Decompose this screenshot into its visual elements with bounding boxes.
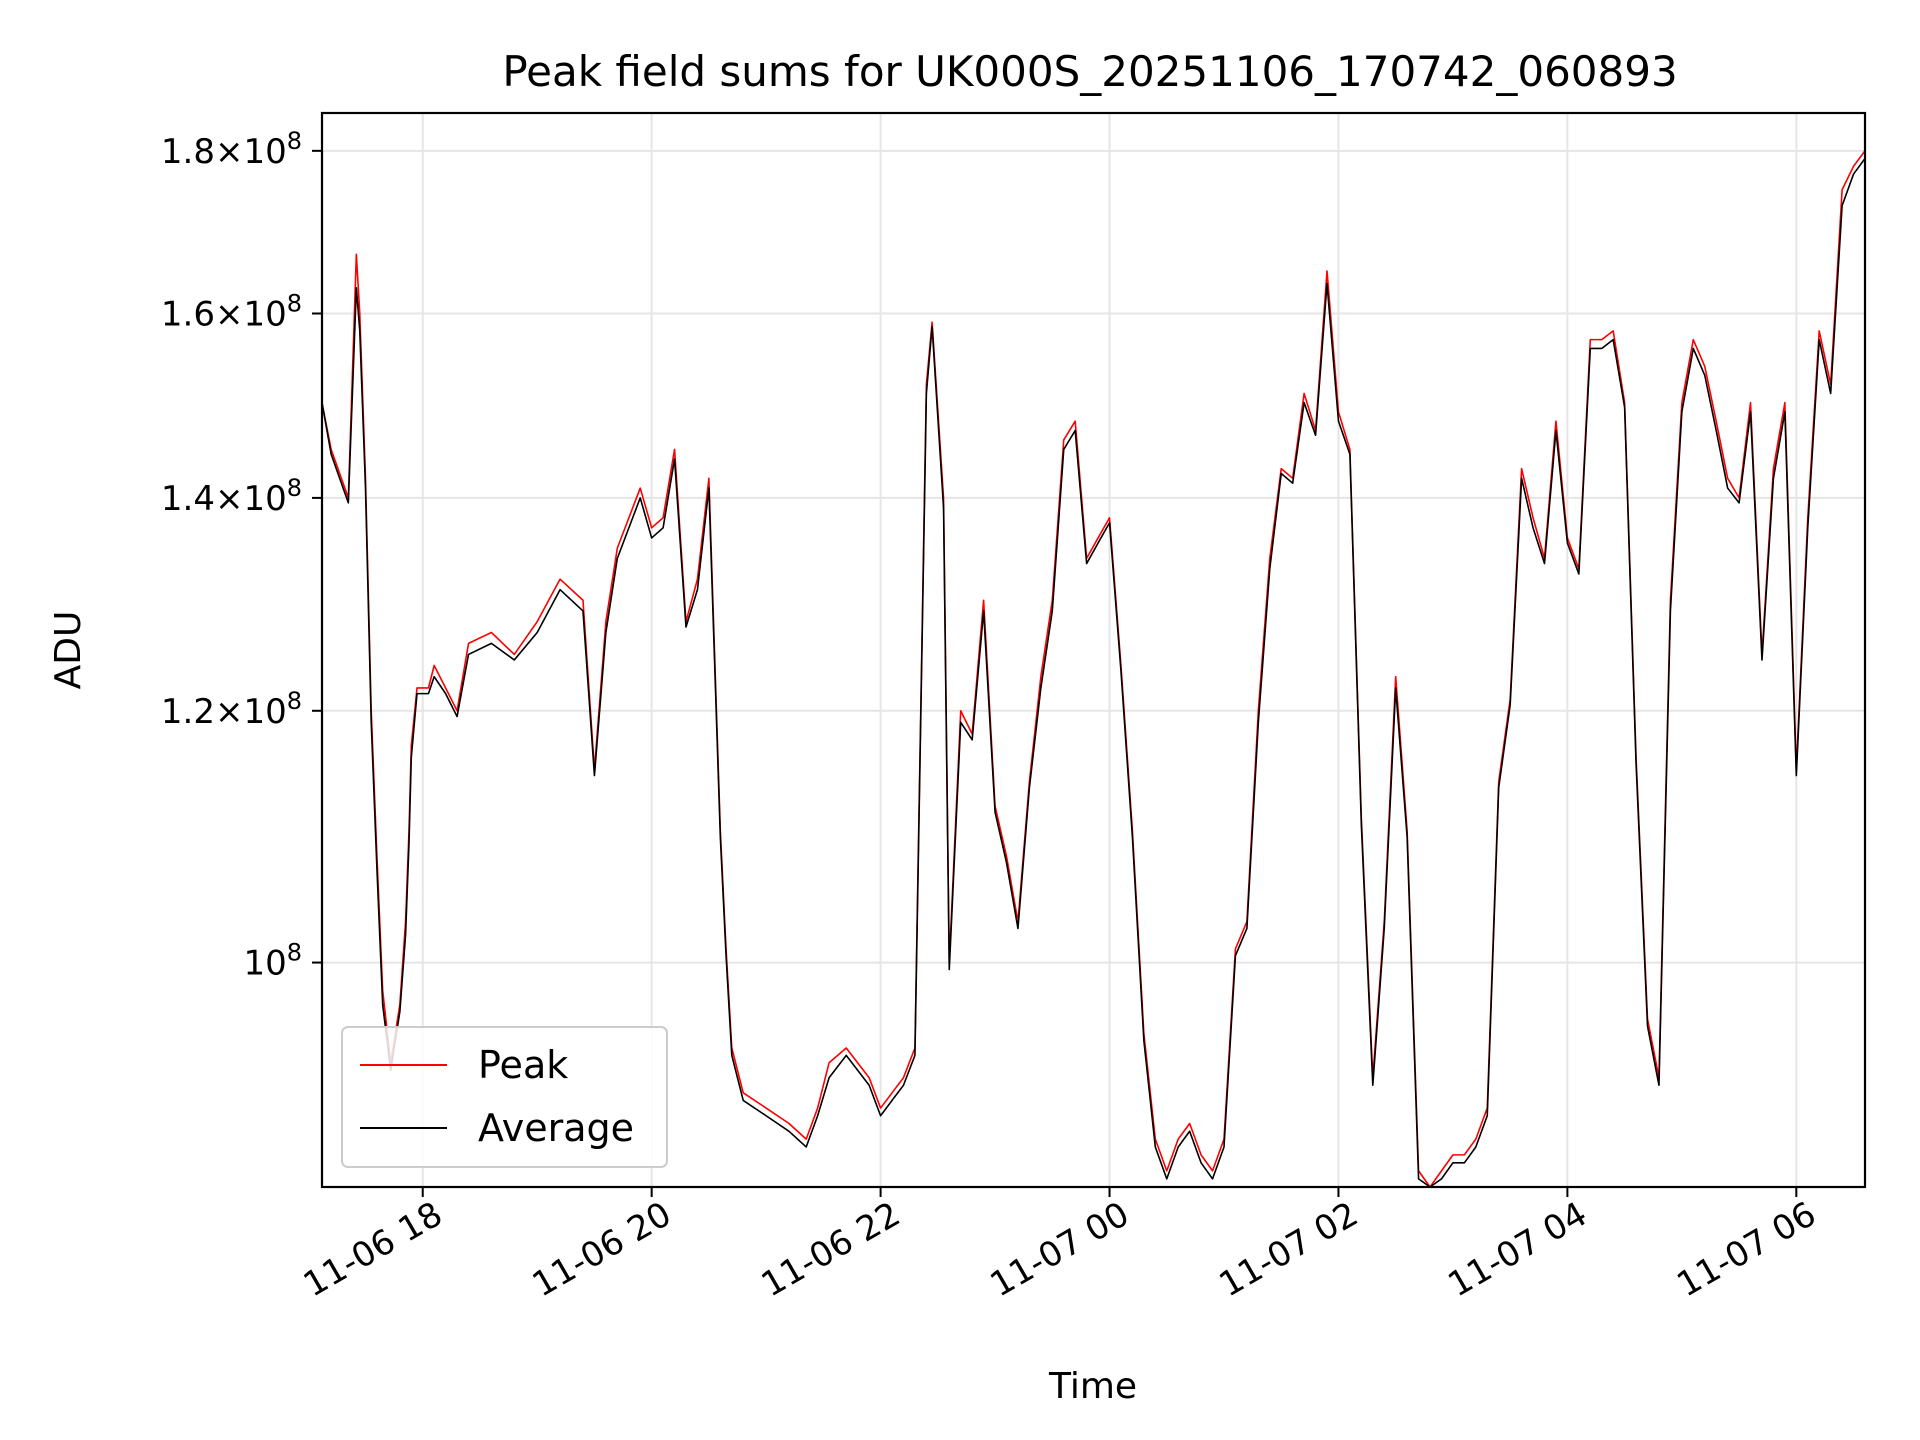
y-tick-base: 10 (243, 692, 286, 732)
y-tick-base: 10 (243, 294, 286, 334)
chart-title: Peak field sums for UK000S_20251106_1707… (502, 47, 1677, 96)
y-tick-times: × (215, 294, 244, 334)
y-tick-exponent: 8 (287, 939, 302, 967)
y-tick-mantissa: 1.4 (161, 479, 215, 519)
y-tick-mantissa: 1.2 (161, 692, 215, 732)
y-tick-times: × (215, 132, 244, 172)
x-axis-label: Time (1048, 1366, 1137, 1407)
y-tick-label: 1.2×108 (161, 687, 302, 732)
y-tick-exponent: 8 (287, 474, 302, 502)
y-tick-mantissa: 1.6 (161, 294, 215, 334)
legend-label-peak: Peak (478, 1043, 568, 1087)
series-line-average (321, 158, 1866, 1188)
legend-label-average: Average (478, 1106, 634, 1150)
gridlines (322, 113, 1865, 1187)
y-tick-label: 108 (243, 939, 302, 984)
series-layer (321, 150, 1866, 1188)
y-tick-label: 1.4×108 (161, 474, 302, 519)
y-tick-mantissa: 1.8 (161, 132, 215, 172)
plot-frame (320, 111, 1867, 1189)
series-line-peak (321, 150, 1866, 1188)
y-tick-exponent: 8 (287, 127, 302, 155)
y-tick-times: × (215, 479, 244, 519)
y-tick-label: 1.6×108 (161, 289, 302, 334)
legend: Peak Average (341, 1026, 668, 1168)
y-tick-exponent: 8 (287, 687, 302, 715)
y-tick-times: × (215, 692, 244, 732)
y-tick-base: 10 (243, 132, 286, 172)
y-axis-label: ADU (48, 611, 89, 690)
y-tick-exponent: 8 (287, 289, 302, 317)
y-tick-base: 10 (243, 944, 286, 984)
y-tick-base: 10 (243, 479, 286, 519)
legend-box (341, 1026, 668, 1168)
y-tick-label: 1.8×108 (161, 127, 302, 172)
